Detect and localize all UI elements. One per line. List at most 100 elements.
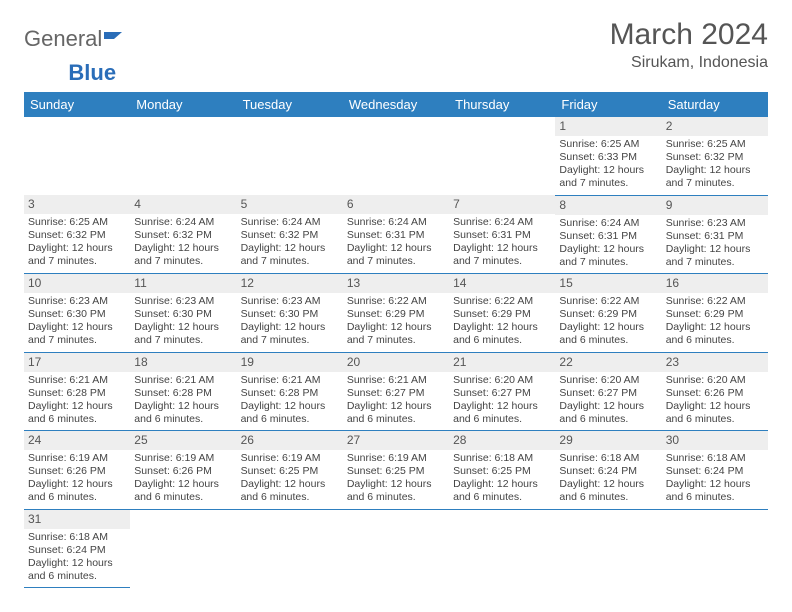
day-details: Sunrise: 6:21 AMSunset: 6:27 PMDaylight:… [343,372,449,431]
day-of-week-header: Monday [130,92,236,117]
calendar-day-cell [130,117,236,195]
day-details: Sunrise: 6:22 AMSunset: 6:29 PMDaylight:… [343,293,449,352]
calendar-day-cell [555,509,661,588]
day-number: 13 [343,274,449,293]
day-number: 18 [130,353,236,372]
day-of-week-header: Thursday [449,92,555,117]
day-number: 22 [555,353,661,372]
day-number: 17 [24,353,130,372]
day-number: 7 [449,195,555,214]
day-number: 21 [449,353,555,372]
day-number: 8 [555,196,661,215]
calendar-day-cell: 6Sunrise: 6:24 AMSunset: 6:31 PMDaylight… [343,195,449,274]
calendar-day-cell [343,509,449,588]
day-of-week-header: Saturday [662,92,768,117]
calendar-week-row: 10Sunrise: 6:23 AMSunset: 6:30 PMDayligh… [24,274,768,353]
logo-blue-row: General Blue [28,60,772,86]
calendar-day-cell: 3Sunrise: 6:25 AMSunset: 6:32 PMDaylight… [24,195,130,274]
calendar-day-cell: 4Sunrise: 6:24 AMSunset: 6:32 PMDaylight… [130,195,236,274]
day-number: 19 [237,353,343,372]
day-details: Sunrise: 6:25 AMSunset: 6:33 PMDaylight:… [555,136,661,195]
calendar-day-cell: 25Sunrise: 6:19 AMSunset: 6:26 PMDayligh… [130,431,236,510]
day-number: 3 [24,195,130,214]
day-details: Sunrise: 6:24 AMSunset: 6:31 PMDaylight:… [343,214,449,273]
calendar-day-cell: 2Sunrise: 6:25 AMSunset: 6:32 PMDaylight… [662,117,768,195]
calendar-day-cell [449,117,555,195]
day-number: 29 [555,431,661,450]
day-details: Sunrise: 6:24 AMSunset: 6:31 PMDaylight:… [555,215,661,274]
day-number: 5 [237,195,343,214]
calendar-week-row: 31Sunrise: 6:18 AMSunset: 6:24 PMDayligh… [24,509,768,588]
calendar-day-cell: 11Sunrise: 6:23 AMSunset: 6:30 PMDayligh… [130,274,236,353]
day-details: Sunrise: 6:23 AMSunset: 6:30 PMDaylight:… [237,293,343,352]
day-number: 30 [662,431,768,450]
day-number: 6 [343,195,449,214]
calendar-day-cell: 19Sunrise: 6:21 AMSunset: 6:28 PMDayligh… [237,352,343,431]
day-number: 1 [555,117,661,136]
day-details: Sunrise: 6:24 AMSunset: 6:32 PMDaylight:… [130,214,236,273]
calendar-day-cell: 15Sunrise: 6:22 AMSunset: 6:29 PMDayligh… [555,274,661,353]
day-details: Sunrise: 6:22 AMSunset: 6:29 PMDaylight:… [662,293,768,352]
day-number: 20 [343,353,449,372]
day-details: Sunrise: 6:22 AMSunset: 6:29 PMDaylight:… [449,293,555,352]
calendar-day-cell: 1Sunrise: 6:25 AMSunset: 6:33 PMDaylight… [555,117,661,195]
calendar-day-cell: 28Sunrise: 6:18 AMSunset: 6:25 PMDayligh… [449,431,555,510]
calendar-day-cell: 8Sunrise: 6:24 AMSunset: 6:31 PMDaylight… [555,195,661,274]
calendar-day-cell: 23Sunrise: 6:20 AMSunset: 6:26 PMDayligh… [662,352,768,431]
calendar-day-cell [237,509,343,588]
day-of-week-header: Wednesday [343,92,449,117]
day-number: 16 [662,274,768,293]
day-number: 31 [24,510,130,529]
calendar-day-cell: 10Sunrise: 6:23 AMSunset: 6:30 PMDayligh… [24,274,130,353]
day-number: 9 [662,196,768,215]
calendar-day-cell [343,117,449,195]
day-details: Sunrise: 6:20 AMSunset: 6:26 PMDaylight:… [662,372,768,431]
day-details: Sunrise: 6:19 AMSunset: 6:26 PMDaylight:… [130,450,236,509]
day-of-week-header: Sunday [24,92,130,117]
calendar-week-row: 17Sunrise: 6:21 AMSunset: 6:28 PMDayligh… [24,352,768,431]
day-details: Sunrise: 6:25 AMSunset: 6:32 PMDaylight:… [24,214,130,273]
calendar-week-row: 1Sunrise: 6:25 AMSunset: 6:33 PMDaylight… [24,117,768,195]
calendar-day-cell: 17Sunrise: 6:21 AMSunset: 6:28 PMDayligh… [24,352,130,431]
calendar-day-cell: 22Sunrise: 6:20 AMSunset: 6:27 PMDayligh… [555,352,661,431]
calendar-week-row: 3Sunrise: 6:25 AMSunset: 6:32 PMDaylight… [24,195,768,274]
calendar-day-cell: 26Sunrise: 6:19 AMSunset: 6:25 PMDayligh… [237,431,343,510]
day-details: Sunrise: 6:20 AMSunset: 6:27 PMDaylight:… [555,372,661,431]
calendar-day-cell: 24Sunrise: 6:19 AMSunset: 6:26 PMDayligh… [24,431,130,510]
day-details: Sunrise: 6:18 AMSunset: 6:24 PMDaylight:… [662,450,768,509]
logo-flag-icon [104,26,124,52]
day-details: Sunrise: 6:19 AMSunset: 6:25 PMDaylight:… [237,450,343,509]
day-details: Sunrise: 6:18 AMSunset: 6:25 PMDaylight:… [449,450,555,509]
day-number: 26 [237,431,343,450]
day-of-week-row: SundayMondayTuesdayWednesdayThursdayFrid… [24,92,768,117]
day-details: Sunrise: 6:24 AMSunset: 6:32 PMDaylight:… [237,214,343,273]
day-number: 24 [24,431,130,450]
day-details: Sunrise: 6:24 AMSunset: 6:31 PMDaylight:… [449,214,555,273]
calendar-day-cell [130,509,236,588]
calendar-day-cell: 29Sunrise: 6:18 AMSunset: 6:24 PMDayligh… [555,431,661,510]
calendar-day-cell [662,509,768,588]
day-number: 23 [662,353,768,372]
day-number: 2 [662,117,768,136]
day-details: Sunrise: 6:23 AMSunset: 6:30 PMDaylight:… [24,293,130,352]
calendar-day-cell: 31Sunrise: 6:18 AMSunset: 6:24 PMDayligh… [24,509,130,588]
day-details: Sunrise: 6:18 AMSunset: 6:24 PMDaylight:… [24,529,130,588]
calendar-day-cell: 18Sunrise: 6:21 AMSunset: 6:28 PMDayligh… [130,352,236,431]
calendar-day-cell: 9Sunrise: 6:23 AMSunset: 6:31 PMDaylight… [662,195,768,274]
calendar-day-cell: 30Sunrise: 6:18 AMSunset: 6:24 PMDayligh… [662,431,768,510]
day-number: 10 [24,274,130,293]
calendar-week-row: 24Sunrise: 6:19 AMSunset: 6:26 PMDayligh… [24,431,768,510]
day-details: Sunrise: 6:21 AMSunset: 6:28 PMDaylight:… [24,372,130,431]
day-details: Sunrise: 6:21 AMSunset: 6:28 PMDaylight:… [237,372,343,431]
day-details: Sunrise: 6:19 AMSunset: 6:25 PMDaylight:… [343,450,449,509]
day-details: Sunrise: 6:22 AMSunset: 6:29 PMDaylight:… [555,293,661,352]
day-of-week-header: Tuesday [237,92,343,117]
day-number: 4 [130,195,236,214]
logo-text-blue: Blue [68,60,116,85]
calendar-day-cell: 21Sunrise: 6:20 AMSunset: 6:27 PMDayligh… [449,352,555,431]
logo: General [24,26,124,52]
calendar-day-cell [449,509,555,588]
day-details: Sunrise: 6:20 AMSunset: 6:27 PMDaylight:… [449,372,555,431]
calendar-day-cell: 27Sunrise: 6:19 AMSunset: 6:25 PMDayligh… [343,431,449,510]
logo-text-general: General [24,26,102,52]
